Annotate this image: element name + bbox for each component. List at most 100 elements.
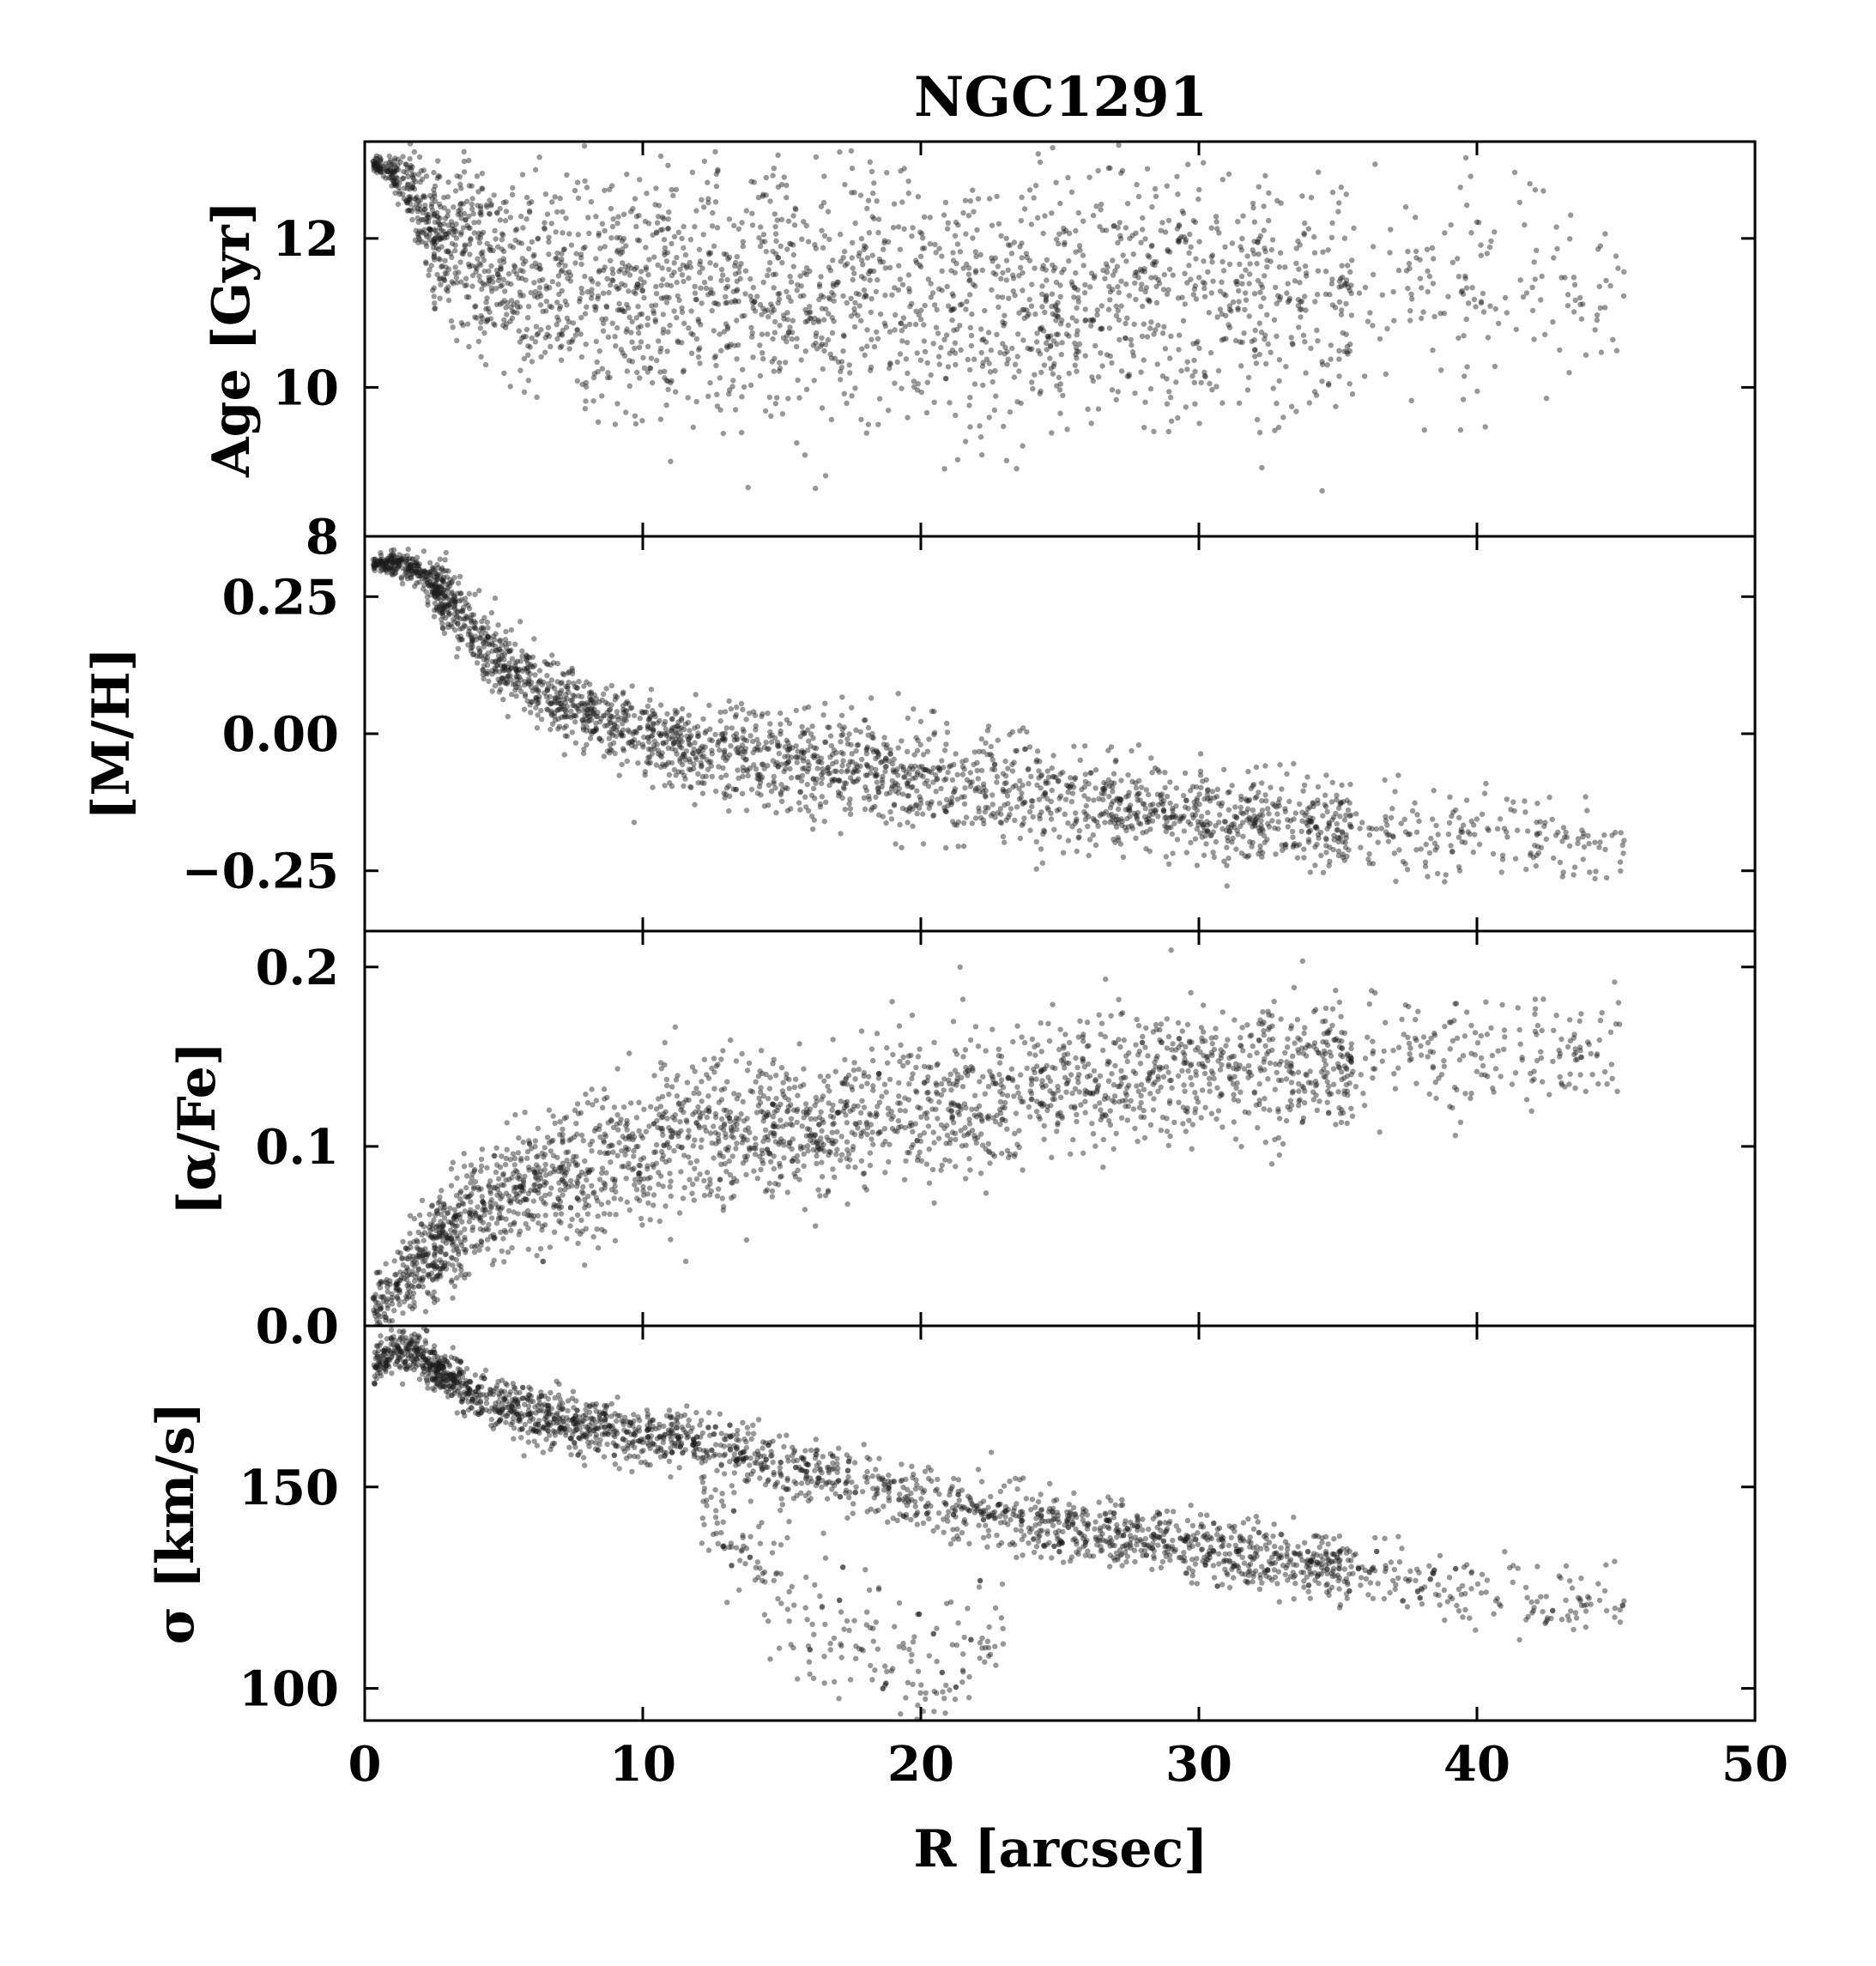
data-point <box>616 300 622 307</box>
y-tick-label: 12 <box>272 211 339 268</box>
data-point <box>1550 319 1556 325</box>
data-point <box>859 257 865 263</box>
data-point <box>728 705 734 712</box>
data-point <box>881 320 888 326</box>
data-point <box>822 700 828 706</box>
data-point <box>1268 784 1274 790</box>
data-point <box>1323 837 1329 843</box>
data-point <box>1161 271 1168 278</box>
data-point <box>638 311 645 318</box>
data-point <box>826 236 832 243</box>
data-point <box>1223 336 1229 342</box>
data-point <box>1297 242 1304 248</box>
data-point <box>1034 748 1041 754</box>
data-point <box>618 347 624 353</box>
data-point <box>893 312 899 318</box>
data-point <box>829 330 836 336</box>
data-point <box>954 796 961 802</box>
data-point <box>969 311 975 318</box>
data-point <box>802 269 808 276</box>
data-point <box>1167 394 1174 401</box>
data-point <box>589 717 595 723</box>
data-point <box>933 250 939 256</box>
data-point <box>706 702 712 709</box>
data-point <box>1177 816 1183 822</box>
data-point <box>1020 820 1026 826</box>
data-point <box>920 235 926 241</box>
data-point <box>544 706 550 712</box>
data-point <box>882 292 888 299</box>
data-point <box>1372 161 1378 167</box>
data-point <box>600 328 607 334</box>
data-point <box>1409 808 1416 814</box>
data-point <box>626 358 632 364</box>
data-point <box>619 306 625 312</box>
data-point <box>478 203 484 209</box>
data-point <box>1135 193 1142 200</box>
data-point <box>858 318 864 324</box>
data-point <box>1575 840 1581 846</box>
data-point <box>396 552 402 558</box>
data-point <box>1137 266 1144 272</box>
data-point <box>999 294 1006 300</box>
data-point <box>905 414 911 420</box>
data-point <box>1362 284 1369 291</box>
data-point <box>1322 803 1329 810</box>
data-point <box>981 784 987 790</box>
data-point <box>526 245 532 251</box>
data-point <box>452 264 458 270</box>
data-point <box>1522 809 1528 815</box>
data-point <box>408 209 415 215</box>
data-point <box>949 795 955 801</box>
data-point <box>818 203 825 209</box>
data-point <box>1147 385 1154 392</box>
data-point <box>467 225 473 231</box>
data-point <box>852 220 858 227</box>
data-point <box>1445 293 1451 299</box>
data-point <box>680 369 687 375</box>
data-point <box>1306 400 1313 406</box>
data-point <box>1074 816 1080 822</box>
data-point <box>840 348 846 354</box>
data-point <box>813 330 820 336</box>
data-point <box>473 620 479 626</box>
data-point <box>1459 829 1466 835</box>
data-point <box>393 181 399 187</box>
data-point <box>1137 797 1143 803</box>
data-point <box>787 274 793 280</box>
data-point <box>435 172 442 179</box>
data-point <box>1201 372 1208 379</box>
data-point <box>735 775 741 781</box>
data-point <box>517 304 523 310</box>
data-point <box>1549 816 1555 823</box>
data-point <box>484 620 490 626</box>
data-point <box>720 430 726 437</box>
data-point <box>931 399 937 405</box>
data-point <box>461 158 468 165</box>
data-point <box>949 777 956 783</box>
data-point <box>950 257 957 263</box>
data-point <box>776 750 782 757</box>
data-point <box>1225 807 1232 813</box>
data-point <box>1138 239 1144 245</box>
data-point <box>814 346 820 352</box>
data-point <box>620 746 626 752</box>
data-point <box>451 593 457 599</box>
data-point <box>986 414 992 420</box>
data-point <box>1558 275 1564 281</box>
data-point <box>449 579 455 586</box>
data-point <box>953 361 959 368</box>
data-point <box>562 733 568 739</box>
data-point <box>861 275 868 281</box>
data-point <box>532 339 539 345</box>
data-point <box>511 309 517 316</box>
data-point <box>897 821 903 828</box>
data-point <box>790 318 796 324</box>
data-point <box>1293 260 1299 266</box>
data-point <box>610 216 616 222</box>
data-point <box>749 334 755 340</box>
data-point <box>1142 236 1148 242</box>
data-point <box>487 316 494 322</box>
data-point <box>629 339 635 345</box>
data-point <box>978 349 984 356</box>
